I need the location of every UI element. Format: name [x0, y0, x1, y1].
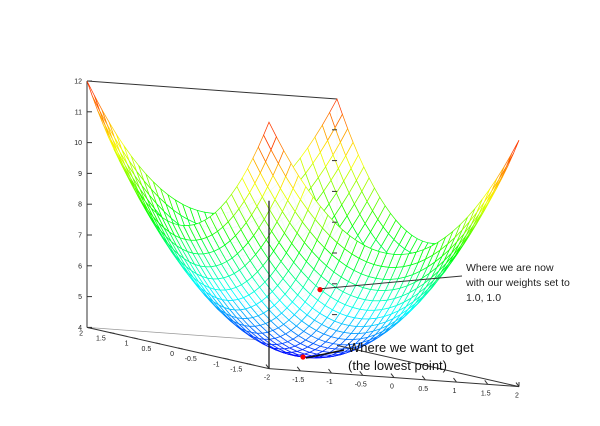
- surface-cell: [263, 121, 277, 151]
- x-tick: [390, 373, 395, 378]
- x-tick-label: -2: [264, 375, 270, 382]
- x-tick-label: 0.5: [418, 386, 428, 393]
- y-tick: [86, 326, 93, 329]
- x-tick: [515, 382, 520, 387]
- marker-current: [317, 287, 323, 293]
- annotation-minimum-line-1: Where we want to get: [348, 340, 474, 355]
- x-tick-label: 0: [390, 384, 394, 391]
- x-tick: [296, 366, 301, 372]
- x-tick-label: 2: [515, 393, 519, 400]
- y-tick: [223, 357, 229, 360]
- surface-cell: [94, 95, 108, 125]
- annotations: Where we are now with our weights set to…: [305, 262, 570, 373]
- x-tick: [265, 364, 270, 369]
- box-right-floor-edge: [336, 344, 520, 388]
- y-tick: [246, 362, 252, 365]
- z-tick-label: 4: [78, 325, 82, 332]
- x-tick: [484, 380, 489, 385]
- y-tick-label: 0.5: [142, 346, 152, 353]
- y-tick-label: 2: [79, 330, 83, 337]
- box-back-top-edge: [86, 80, 338, 100]
- y-tick-label: 0: [170, 351, 174, 358]
- x-tick-label: 1.5: [481, 390, 491, 397]
- y-tick-label: -1: [213, 361, 219, 368]
- annotation-minimum-line-2: (the lowest point): [348, 358, 447, 373]
- x-tick: [359, 371, 364, 376]
- annotation-minimum-leader: [305, 349, 345, 359]
- point-markers: [300, 287, 323, 360]
- z-tick-label: 12: [74, 79, 82, 86]
- x-tick: [328, 368, 332, 374]
- y-tick: [155, 342, 161, 345]
- z-tick-label: 6: [78, 263, 82, 270]
- z-tick-label: 10: [74, 140, 82, 147]
- marker-minimum: [300, 354, 306, 360]
- x-tick-label: -1.5: [292, 377, 304, 384]
- x-tick-label: -0.5: [355, 381, 367, 388]
- annotation-current-leader: [321, 275, 463, 290]
- x-tick: [421, 375, 426, 381]
- z-tick-label: 9: [78, 171, 82, 178]
- y-tick: [177, 347, 184, 350]
- annotation-current-line-3: 1.0, 1.0: [466, 292, 501, 304]
- y-tick: [132, 337, 138, 340]
- z-tick-label: 8: [78, 202, 82, 209]
- y-tick: [109, 332, 115, 335]
- y-tick-label: 1: [125, 341, 129, 348]
- z-tick-label: 5: [78, 294, 82, 301]
- surface-mesh: [86, 80, 520, 359]
- y-tick: [200, 352, 206, 355]
- z-tick-label: 7: [78, 233, 82, 240]
- y-tick-label: -1.5: [230, 366, 242, 373]
- z-tick-label: 11: [75, 109, 82, 116]
- x-tick: [453, 377, 457, 383]
- annotation-current-line-1: Where we are now: [466, 262, 554, 274]
- x-tick-label: 1: [453, 388, 457, 395]
- annotation-current-line-2: with our weights set to: [465, 277, 570, 289]
- y-tick-label: -0.5: [185, 356, 197, 363]
- x-tick-label: -1: [326, 379, 332, 386]
- y-tick-label: 1.5: [96, 336, 106, 343]
